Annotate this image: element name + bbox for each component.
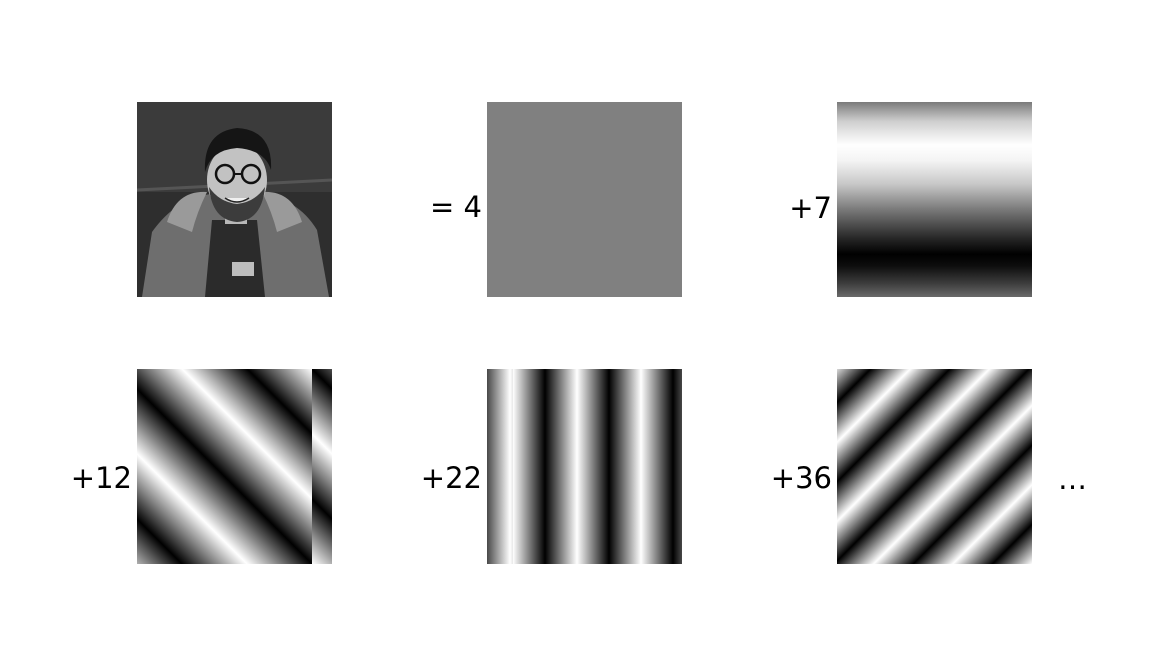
coefficient-label-constant: = 4: [430, 190, 482, 224]
basis-vertical-wave-panel: [487, 369, 682, 564]
coefficient-label-diagonal-2: +36: [770, 461, 832, 495]
portrait-image: [137, 102, 332, 297]
coefficient-label-vertical: +22: [420, 461, 482, 495]
coefficient-label-diagonal-1: +12: [70, 461, 132, 495]
coefficient-label-horizontal: +7: [789, 191, 832, 225]
basis-diagonal-wave-panel-2: [837, 369, 1032, 564]
basis-horizontal-wave-panel: [837, 102, 1032, 297]
portrait-photo: [137, 102, 332, 297]
basis-constant-panel: [487, 102, 682, 297]
ellipsis-continuation: …: [1058, 462, 1087, 496]
basis-diagonal-wave-panel-1: [137, 369, 332, 564]
